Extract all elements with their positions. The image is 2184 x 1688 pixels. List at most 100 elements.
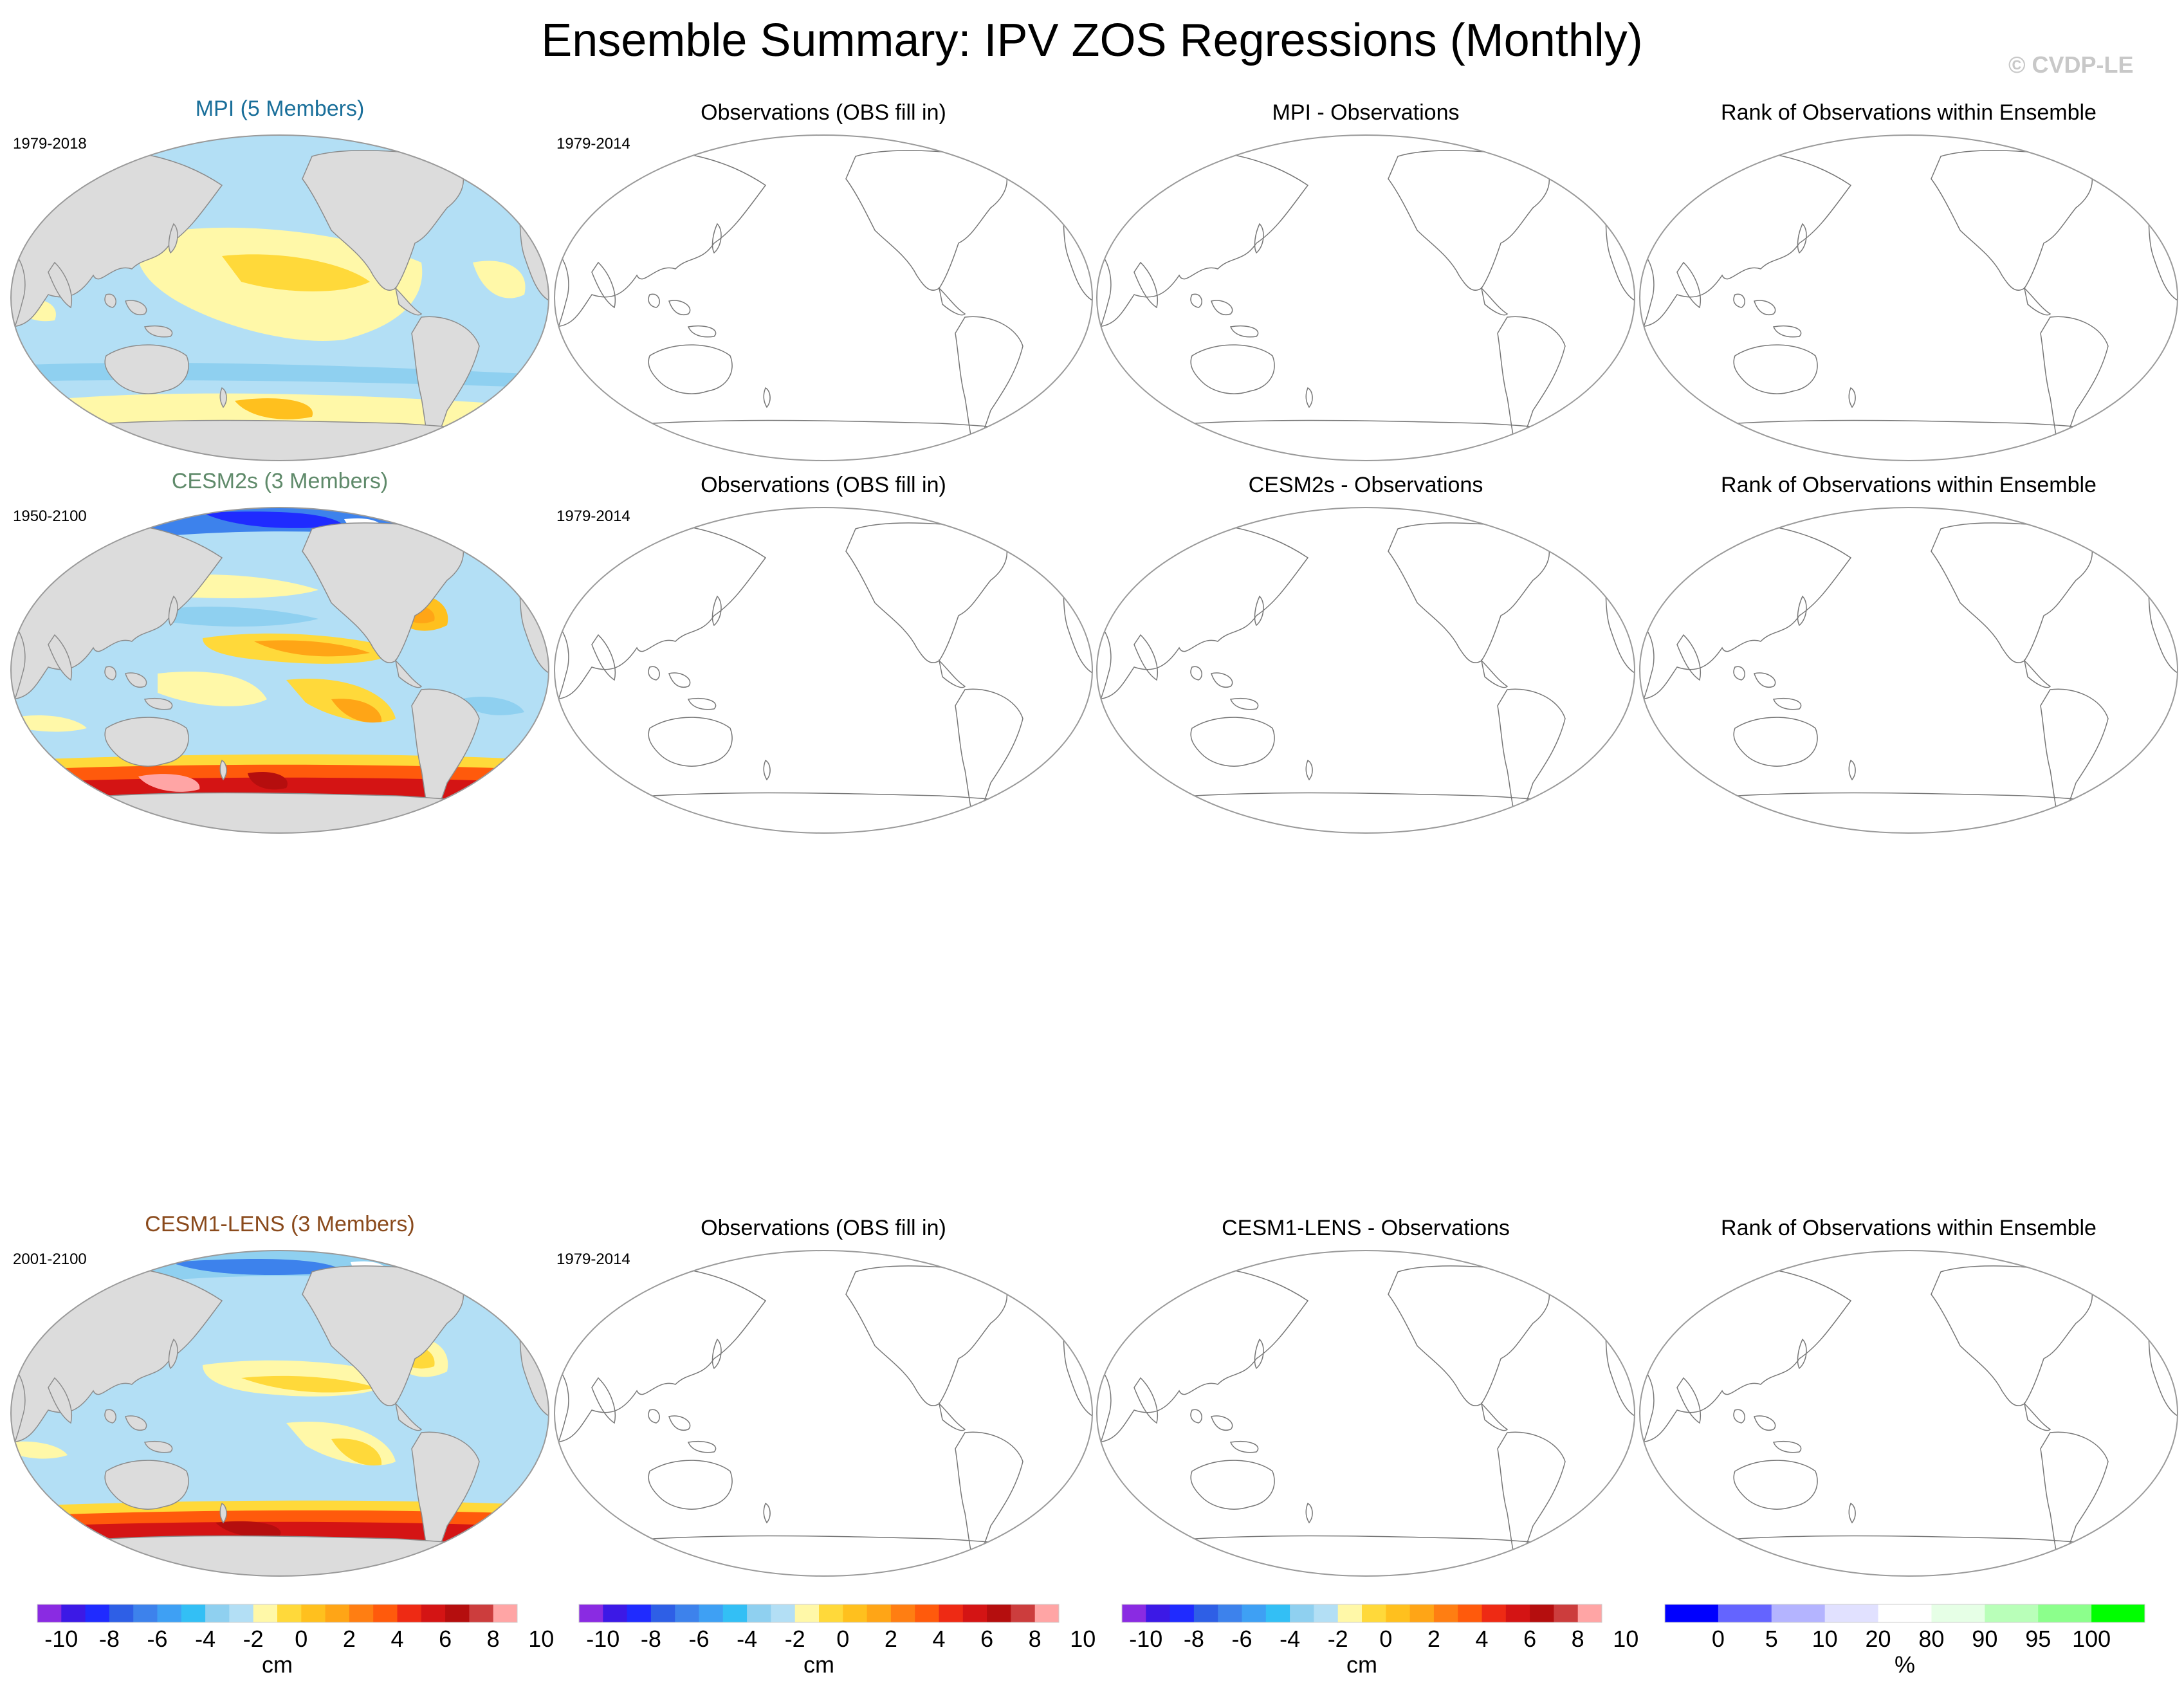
colorbar-tick-label: -2 [785,1626,805,1652]
colorbar-swatch [421,1604,446,1622]
colorbar-swatch [2091,1604,2145,1622]
map-ensemble-row1 [10,134,549,461]
colorbar-swatch [890,1604,915,1622]
colorbar-tick-label: 8 [1572,1626,1584,1652]
colorbar-tick-label: 6 [1523,1626,1536,1652]
colorbar-swatch [469,1604,494,1622]
map-obs-row3 [554,1250,1093,1577]
panel-title-ensemble-row1: MPI (5 Members) [195,96,365,121]
colorbar-swatch [1771,1604,1826,1622]
colorbar-swatch [205,1604,230,1622]
colorbar-swatch [157,1604,182,1622]
colorbar-swatch [1193,1604,1218,1622]
colorbar-swatch [987,1604,1011,1622]
colorbar-swatch [1433,1604,1458,1622]
panel-title-ensemble-row3: CESM1-LENS (3 Members) [145,1212,415,1236]
map-diff-row1 [1096,134,1635,461]
colorbar-swatch [1824,1604,1879,1622]
colorbar-swatch [1530,1604,1554,1622]
colorbar-tick-label: 100 [2072,1626,2111,1652]
period-label-obs-row3: 1979-2014 [556,1251,630,1268]
colorbar-tick-label: 0 [1712,1626,1725,1652]
colorbar-tick-label: 90 [1972,1626,1997,1652]
map-obs-row1 [554,134,1093,461]
colorbar-swatch [1290,1604,1314,1622]
map-diff-row2 [1096,507,1635,834]
colorbar-tick-label: 10 [528,1626,554,1652]
colorbar-swatch [627,1604,652,1622]
colorbar-tick-label: -8 [99,1626,120,1652]
colorbar-tick-label: -2 [1328,1626,1348,1652]
colorbar-tick-label: 10 [1812,1626,1838,1652]
period-label-ensemble-row1: 1979-2018 [13,135,87,152]
map-ensemble-row3 [10,1250,549,1577]
panel-title-diff-row1: MPI - Observations [1272,100,1460,125]
colorbar-swatch [867,1604,892,1622]
period-label-obs-row1: 1979-2014 [556,135,630,152]
page-title: Ensemble Summary: IPV ZOS Regressions (M… [541,15,1643,66]
colorbar-swatch [1011,1604,1036,1622]
colorbar-tick-label: -4 [1280,1626,1300,1652]
colorbar-swatch [819,1604,843,1622]
colorbar-tick-label: 2 [343,1626,356,1652]
colorbar-tick-label: 8 [1029,1626,1042,1652]
colorbar-swatch [229,1604,254,1622]
colorbar-swatch [109,1604,134,1622]
colorbar-tick-label: -4 [737,1626,757,1652]
colorbar-swatch [579,1604,603,1622]
colorbar-swatch [493,1604,518,1622]
map-rank-row3 [1639,1250,2178,1577]
colorbar-swatch [1458,1604,1482,1622]
period-label-ensemble-row3: 2001-2100 [13,1251,87,1268]
colorbar-swatch [1665,1604,1719,1622]
panel-title-ensemble-row2: CESM2s (3 Members) [171,469,389,493]
period-label-ensemble-row2: 1950-2100 [13,508,87,525]
colorbar-tick-label: 6 [980,1626,993,1652]
colorbar-swatch [1409,1604,1435,1622]
colorbar-tick-label: 0 [295,1626,307,1652]
colorbar-swatch [277,1604,302,1622]
colorbar-swatch [1386,1604,1411,1622]
colorbar-tick-label: -6 [147,1626,167,1652]
colorbar-tick-label: 0 [1379,1626,1392,1652]
panel-title-rank-row1: Rank of Observations within Ensemble [1721,100,2097,125]
colorbar-swatch [771,1604,796,1622]
colorbar-units-diff: cm [1346,1651,1377,1678]
colorbar-swatch [843,1604,868,1622]
colorbar-swatch [1985,1604,2039,1622]
colorbar-tick-label: -10 [586,1626,619,1652]
colorbar-tick-label: 4 [390,1626,403,1652]
colorbar-swatch [675,1604,699,1622]
colorbar-swatch [1577,1604,1602,1622]
colorbar-units-ensemble: cm [262,1651,293,1678]
colorbar-swatch [1265,1604,1290,1622]
colorbar-tick-label: 6 [439,1626,452,1652]
watermark: © CVDP-LE [2008,51,2134,78]
colorbar-swatch [325,1604,350,1622]
colorbar-tick-label: 80 [1918,1626,1944,1652]
colorbar-swatch [349,1604,374,1622]
colorbar-swatch [1170,1604,1195,1622]
colorbar-tick-label: 0 [836,1626,849,1652]
colorbar-swatch [650,1604,675,1622]
colorbar-tick-label: -10 [44,1626,78,1652]
colorbar-tick-label: 10 [1070,1626,1096,1652]
colorbar-tick-label: -10 [1129,1626,1162,1652]
colorbar-swatch [61,1604,86,1622]
colorbar-tick-label: -8 [1184,1626,1204,1652]
colorbar-swatch [1146,1604,1171,1622]
panel-title-obs-row1: Observations (OBS fill in) [701,100,946,125]
colorbar-swatch [1034,1604,1060,1622]
colorbar-swatch [747,1604,771,1622]
panel-title-diff-row3: CESM1-LENS - Observations [1222,1216,1510,1240]
colorbar-swatch [445,1604,470,1622]
colorbar-tick-label: -2 [243,1626,264,1652]
colorbar-tick-label: 20 [1866,1626,1891,1652]
panel-title-rank-row2: Rank of Observations within Ensemble [1721,473,2097,497]
colorbar-swatch [1362,1604,1386,1622]
colorbar-tick-label: 5 [1765,1626,1778,1652]
colorbar-swatch [1931,1604,1985,1622]
colorbar-tick-label: 4 [1475,1626,1488,1652]
colorbar-tick-label: -8 [641,1626,661,1652]
colorbar-swatch [1505,1604,1530,1622]
